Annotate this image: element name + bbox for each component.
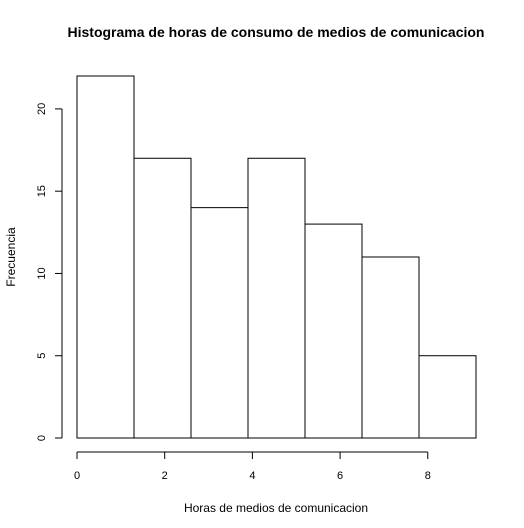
y-tick-label-1: 5: [36, 353, 48, 359]
bar-3: [247, 157, 306, 439]
x-tick-label-0: 0: [74, 470, 80, 482]
x-axis: 0 2 4 6 8: [74, 451, 431, 482]
y-tick-label-0: 0: [36, 435, 48, 441]
x-tick-label-4: 8: [425, 470, 431, 482]
y-axis: 0 5 10 15 20: [36, 103, 63, 441]
x-axis-label: Horas de medios de comunicacion: [184, 501, 368, 515]
x-tick-label-3: 6: [337, 470, 343, 482]
chart-title: Histograma de horas de consumo de medios…: [68, 24, 485, 40]
bars-group: [76, 75, 477, 439]
bar-0: [76, 75, 135, 439]
y-axis-label: Frecuencia: [4, 227, 18, 287]
y-tick-label-3: 15: [36, 185, 48, 197]
bar-2: [190, 207, 249, 439]
y-tick-label-2: 10: [36, 267, 48, 279]
x-tick-label-2: 4: [249, 470, 255, 482]
x-tick-label-1: 2: [162, 470, 168, 482]
bar-4: [304, 223, 363, 439]
y-tick-label-4: 20: [36, 103, 48, 115]
bar-5: [361, 256, 420, 439]
bar-1: [133, 157, 192, 439]
bar-6: [418, 355, 477, 439]
